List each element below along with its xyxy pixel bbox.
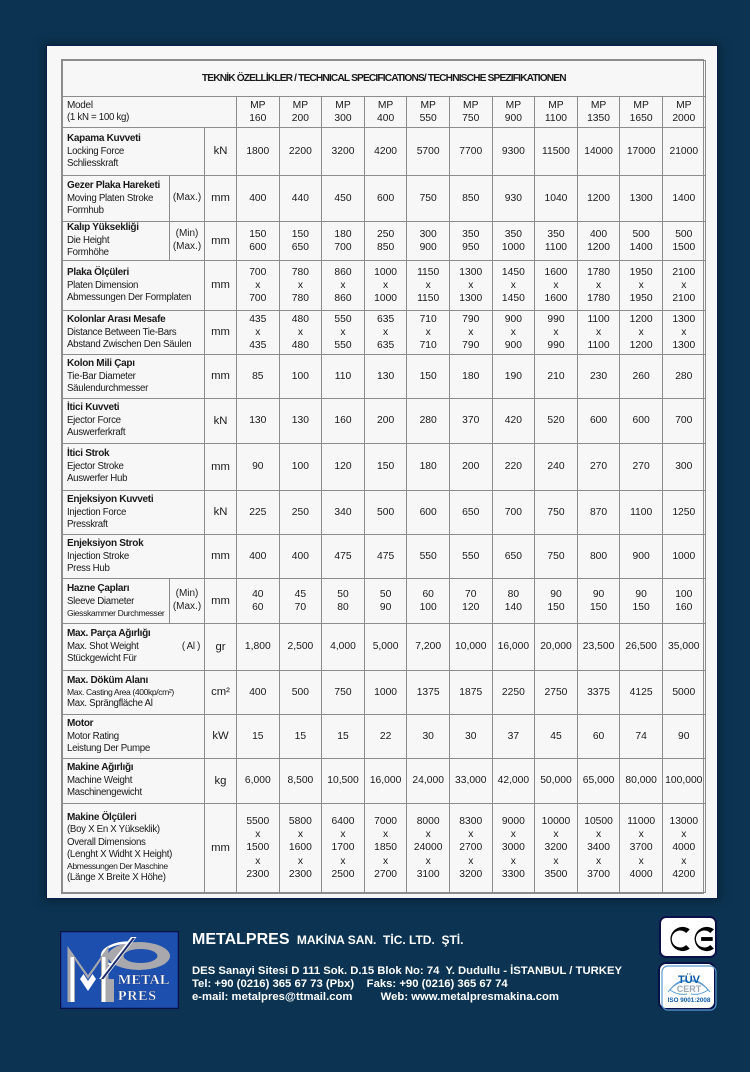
svg-text:CERT: CERT [677,984,702,994]
svg-text:ISO 9001:2008: ISO 9001:2008 [668,997,711,1004]
svg-text:METAL: METAL [118,973,170,988]
svg-text:PRES: PRES [118,989,157,1004]
